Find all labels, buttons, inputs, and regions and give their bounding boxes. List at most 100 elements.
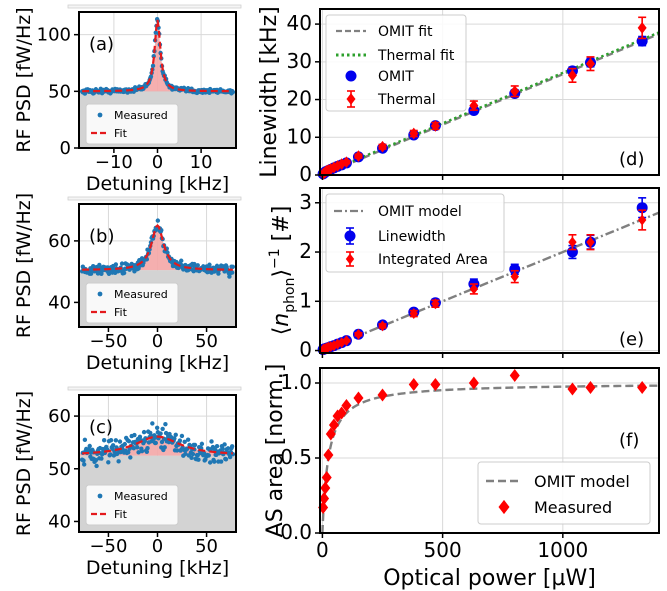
measured-point [223,457,229,462]
panel-header-bar [67,4,242,9]
data-point-diamond [346,93,356,105]
y-axis-label: RF PSD [fW/Hz] [13,7,35,152]
data-point-diamond [341,399,352,412]
y-tick-label: 40 [48,511,71,532]
y-tick-label: 60 [48,406,71,427]
measured-point [87,443,92,449]
y-tick-label: 1 [299,288,312,312]
measured-point [153,30,158,35]
measured-point [150,421,155,426]
y-tick-label: 60 [48,231,71,252]
measured-point [189,455,194,461]
y-tick-label: 0 [299,338,312,362]
peak-fill-area [79,225,236,271]
x-tick-label: 0 [152,536,163,557]
measured-point [192,442,198,448]
x-tick-label: 500 [424,538,462,562]
measured-point [139,448,145,454]
data-point-diamond [469,283,479,295]
measured-point [126,439,132,444]
measured-point [206,453,211,458]
y-tick-label: 0.5 [280,445,312,469]
axes-layer [67,4,660,538]
data-point-diamond [354,328,363,340]
measured-point [121,270,127,276]
measured-point [148,74,154,79]
measured-point [154,425,160,430]
y-label-symbol: n [269,313,294,327]
data-point-diamond [637,22,647,34]
panel-label: (d) [619,149,644,170]
measured-point [141,429,147,435]
data-point-diamond [567,69,577,82]
measured-point [158,431,163,436]
measured-point [110,443,116,448]
measured-point [101,438,107,443]
measured-point [82,437,88,443]
measured-point [106,460,111,465]
measured-point [113,438,119,443]
y-label-bracket: ⟩ [269,269,294,278]
measured-point [94,463,99,469]
y-tick-label: 0.0 [280,520,312,544]
y-label-superscript: −1 [267,248,283,269]
measured-point [160,426,165,432]
measured-point [227,454,233,460]
measured-point [214,263,220,269]
data-point-diamond [377,388,388,402]
measured-point [179,258,184,263]
x-tick-label: 50 [195,536,218,557]
measured-point [119,261,125,266]
legend-integrated-area-label: Integrated Area [378,252,488,268]
y-label-unit: [#] [269,206,294,249]
y-axis-label: Linewidth [kHz] [257,6,282,177]
measured-point [225,446,231,451]
measured-point [131,445,136,451]
axes-frame [319,367,660,534]
y-tick-label: 0 [60,138,71,159]
measured-point [99,456,104,461]
y-label-subscript: phon [282,278,298,313]
data-point-diamond [430,378,441,391]
legend-measured-label: Measured [114,288,168,301]
x-axis-label: Optical power [µW] [383,566,596,591]
data-point-diamond [353,150,363,162]
measured-point [230,264,236,269]
measured-point [136,450,141,455]
measured-point [116,459,121,464]
measured-point [145,445,150,451]
y-axis-label: RF PSD [fW/Hz] [13,193,35,338]
measured-point [207,460,213,465]
x-axis-label: Detuning [kHz] [86,173,229,195]
legend-fit-label: Fit [114,306,128,319]
measured-point [106,271,112,276]
x-tick-label: 0 [316,538,329,562]
measured-point [179,433,185,439]
x-tick-label: 10 [190,152,213,173]
data-point-diamond [585,57,595,70]
measured-point [82,462,87,467]
measured-point [218,459,224,464]
data-point-diamond [567,382,578,396]
measured-point [117,439,123,444]
x-tick-label: −50 [89,536,127,557]
measured-point [183,262,188,268]
y-tick-label: 30 [287,49,312,73]
x-tick-label: 50 [195,331,218,352]
y-tick-label: 50 [48,459,71,480]
panel-header-bar [67,196,242,201]
measured-point [137,434,143,440]
y-tick-label: 0 [299,162,312,186]
x-tick-label: 1000 [537,538,588,562]
measured-point [108,452,113,457]
legend-measured-label: Measured [534,498,612,517]
measured-point [108,438,114,443]
y-tick-label: 40 [48,292,71,313]
legend-fit-label: Fit [114,508,128,521]
panel-label: (b) [89,226,114,247]
x-tick-label: 0 [152,331,163,352]
legend-omit-model-label: OMIT model [534,472,630,491]
y-tick-label: 20 [287,87,312,111]
measured-point [229,270,235,275]
legend-linewidth-label: Linewidth [378,229,446,245]
